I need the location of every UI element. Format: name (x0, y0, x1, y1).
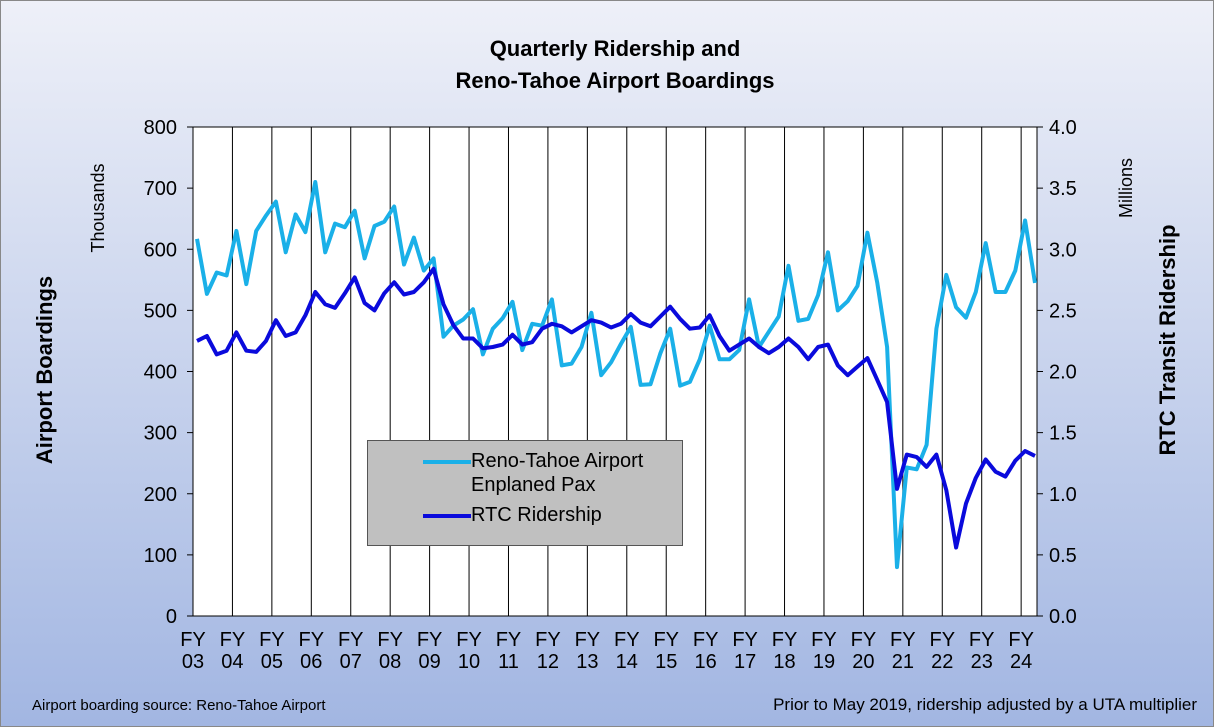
x-tick-label: FY 15 (653, 629, 679, 673)
x-tick-label: FY 07 (338, 629, 364, 673)
y-tick-label: 100 (144, 545, 177, 567)
y2-tick-label: 0.5 (1049, 545, 1077, 567)
y2-tick-label: 2.5 (1049, 300, 1077, 322)
footnote: Prior to May 2019, ridership adjusted by… (773, 695, 1197, 714)
y2-tick-label: 0.0 (1049, 606, 1077, 628)
y2-tick-label: 3.0 (1049, 239, 1077, 261)
x-tick-label: FY 13 (575, 629, 601, 673)
legend-item: Reno-Tahoe Airport Enplaned Pax (423, 449, 681, 497)
legend-swatch (423, 514, 471, 518)
x-tick-label: FY 16 (693, 629, 719, 673)
x-tick-label: FY 20 (851, 629, 877, 673)
x-tick-label: FY 19 (811, 629, 837, 673)
x-tick-label: FY 22 (929, 629, 955, 673)
y2-tick-label: 1.5 (1049, 423, 1077, 445)
y-tick-label: 0 (166, 606, 177, 628)
series-line (196, 266, 1036, 550)
legend-label: RTC Ridership (471, 504, 602, 526)
x-tick-label: FY 17 (732, 629, 758, 673)
y2-tick-label: 1.0 (1049, 484, 1077, 506)
y-tick-label: 300 (144, 423, 177, 445)
y2-tick-label: 2.0 (1049, 362, 1077, 384)
x-tick-label: FY 24 (1008, 629, 1034, 673)
x-tick-label: FY 10 (456, 629, 482, 673)
y-tick-label: 400 (144, 362, 177, 384)
x-tick-label: FY 03 (180, 629, 206, 673)
x-tick-label: FY 09 (417, 629, 443, 673)
x-tick-label: FY 21 (890, 629, 916, 673)
x-tick-label: FY 04 (220, 629, 246, 673)
y-axis-label: Airport Boardings (32, 276, 57, 464)
x-tick-label: FY 23 (969, 629, 995, 673)
y-tick-label: 500 (144, 300, 177, 322)
legend-swatch (423, 460, 471, 464)
chart-title: Reno-Tahoe Airport Boardings (456, 68, 775, 93)
legend-label: Reno-Tahoe Airport Enplaned Pax (471, 450, 644, 496)
x-tick-label: FY 11 (496, 629, 522, 673)
plot-border (192, 126, 1038, 617)
legend-item: RTC Ridership (423, 503, 681, 527)
x-tick-label: FY 14 (614, 629, 640, 673)
series-line (195, 180, 1037, 570)
y2-tick-label: 3.5 (1049, 178, 1077, 200)
y-axis-unit: Thousands (88, 163, 108, 252)
y2-tick-label: 4.0 (1049, 117, 1077, 139)
y-tick-label: 800 (144, 117, 177, 139)
y-tick-label: 600 (144, 239, 177, 261)
y2-axis-label: RTC Transit Ridership (1155, 224, 1180, 455)
x-tick-label: FY 08 (377, 629, 403, 673)
footnote: Airport boarding source: Reno-Tahoe Airp… (32, 697, 326, 714)
y2-axis-unit: Millions (1116, 158, 1136, 218)
legend: Reno-Tahoe Airport Enplaned Pax RTC Rider… (367, 440, 683, 546)
chart-title: Quarterly Ridership and (490, 36, 741, 61)
x-tick-label: FY 12 (535, 629, 561, 673)
y-tick-label: 700 (144, 178, 177, 200)
x-tick-label: FY 05 (259, 629, 285, 673)
y-tick-label: 200 (144, 484, 177, 506)
x-tick-label: FY 06 (299, 629, 325, 673)
x-tick-label: FY 18 (772, 629, 798, 673)
